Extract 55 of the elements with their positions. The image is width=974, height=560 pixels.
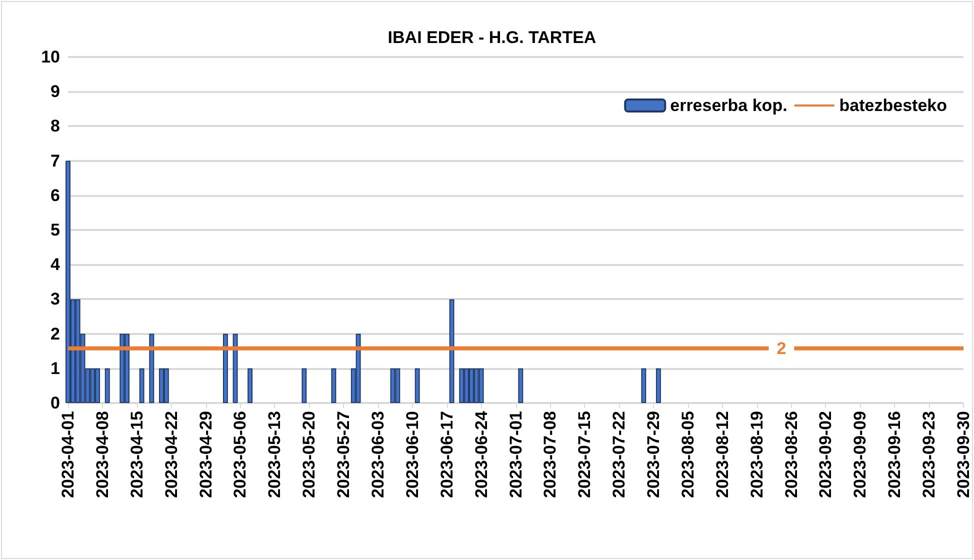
y-tick-label: 4 [50,255,61,274]
x-tick-label: 2023-08-19 [747,411,766,498]
x-tick-label: 2023-08-05 [678,411,698,498]
x-tick-label: 2023-05-27 [334,411,354,498]
y-tick-label: 3 [50,290,60,309]
x-tick-label: 2023-08-12 [712,411,732,498]
x-tick-label: 2023-07-29 [644,411,664,498]
bar [414,368,420,403]
bar [302,368,307,403]
x-tick-label: 2023-07-08 [540,411,560,498]
bar [248,368,253,403]
bar [149,334,154,403]
x-tick-label: 2023-04-15 [127,411,146,498]
x-tick-label: 2023-05-06 [230,411,250,498]
x-tick-label: 2023-08-26 [782,411,801,498]
x-tick-label: 2023-09-02 [816,411,836,498]
x-tick-label: 2023-04-22 [162,411,181,498]
y-tick-label: 2 [50,324,60,344]
y-tick-label: 7 [50,151,60,170]
bar [139,368,144,403]
x-tick-label: 2023-09-16 [885,411,904,498]
x-tick-label: 2023-06-03 [368,411,388,498]
bar [641,368,646,403]
x-tick-label: 2023-06-10 [402,411,422,498]
x-tick-label: 2023-09-30 [954,411,973,498]
y-tick-label: 1 [50,358,60,378]
chart-title: IBAI EDER - H.G. TARTEA [388,28,596,47]
bar [222,334,228,403]
x-tick-label: 2023-04-29 [196,411,216,498]
x-tick-label: 2023-05-20 [300,411,319,498]
x-tick-label: 2023-06-17 [437,411,456,498]
x-tick-label: 2023-04-01 [58,411,78,498]
y-tick-label: 5 [50,220,60,240]
legend-label: batezbesteko [839,96,947,115]
x-tick-label: 2023-07-22 [610,411,629,498]
x-tick-label: 2023-07-15 [575,411,594,498]
y-tick-label: 10 [41,48,60,66]
x-tick-label: 2023-07-01 [506,411,526,498]
y-tick-label: 0 [50,394,60,412]
y-tick-label: 9 [50,82,60,102]
legend-label: erreserba kop. [670,96,788,115]
bar [449,299,454,403]
x-tick-label: 2023-09-23 [920,411,939,498]
bar [518,368,524,403]
bar [104,368,110,403]
data-label: 2 [776,338,786,358]
x-tick-label: 2023-09-09 [850,411,870,498]
y-tick-label: 8 [50,116,60,136]
y-tick-label: 6 [50,186,60,205]
x-tick-label: 2023-05-13 [265,411,284,498]
x-tick-label: 2023-04-08 [92,411,112,498]
bar [656,368,661,403]
x-tick-label: 2023-06-24 [472,410,491,498]
bar [232,334,238,403]
bar [331,368,336,403]
